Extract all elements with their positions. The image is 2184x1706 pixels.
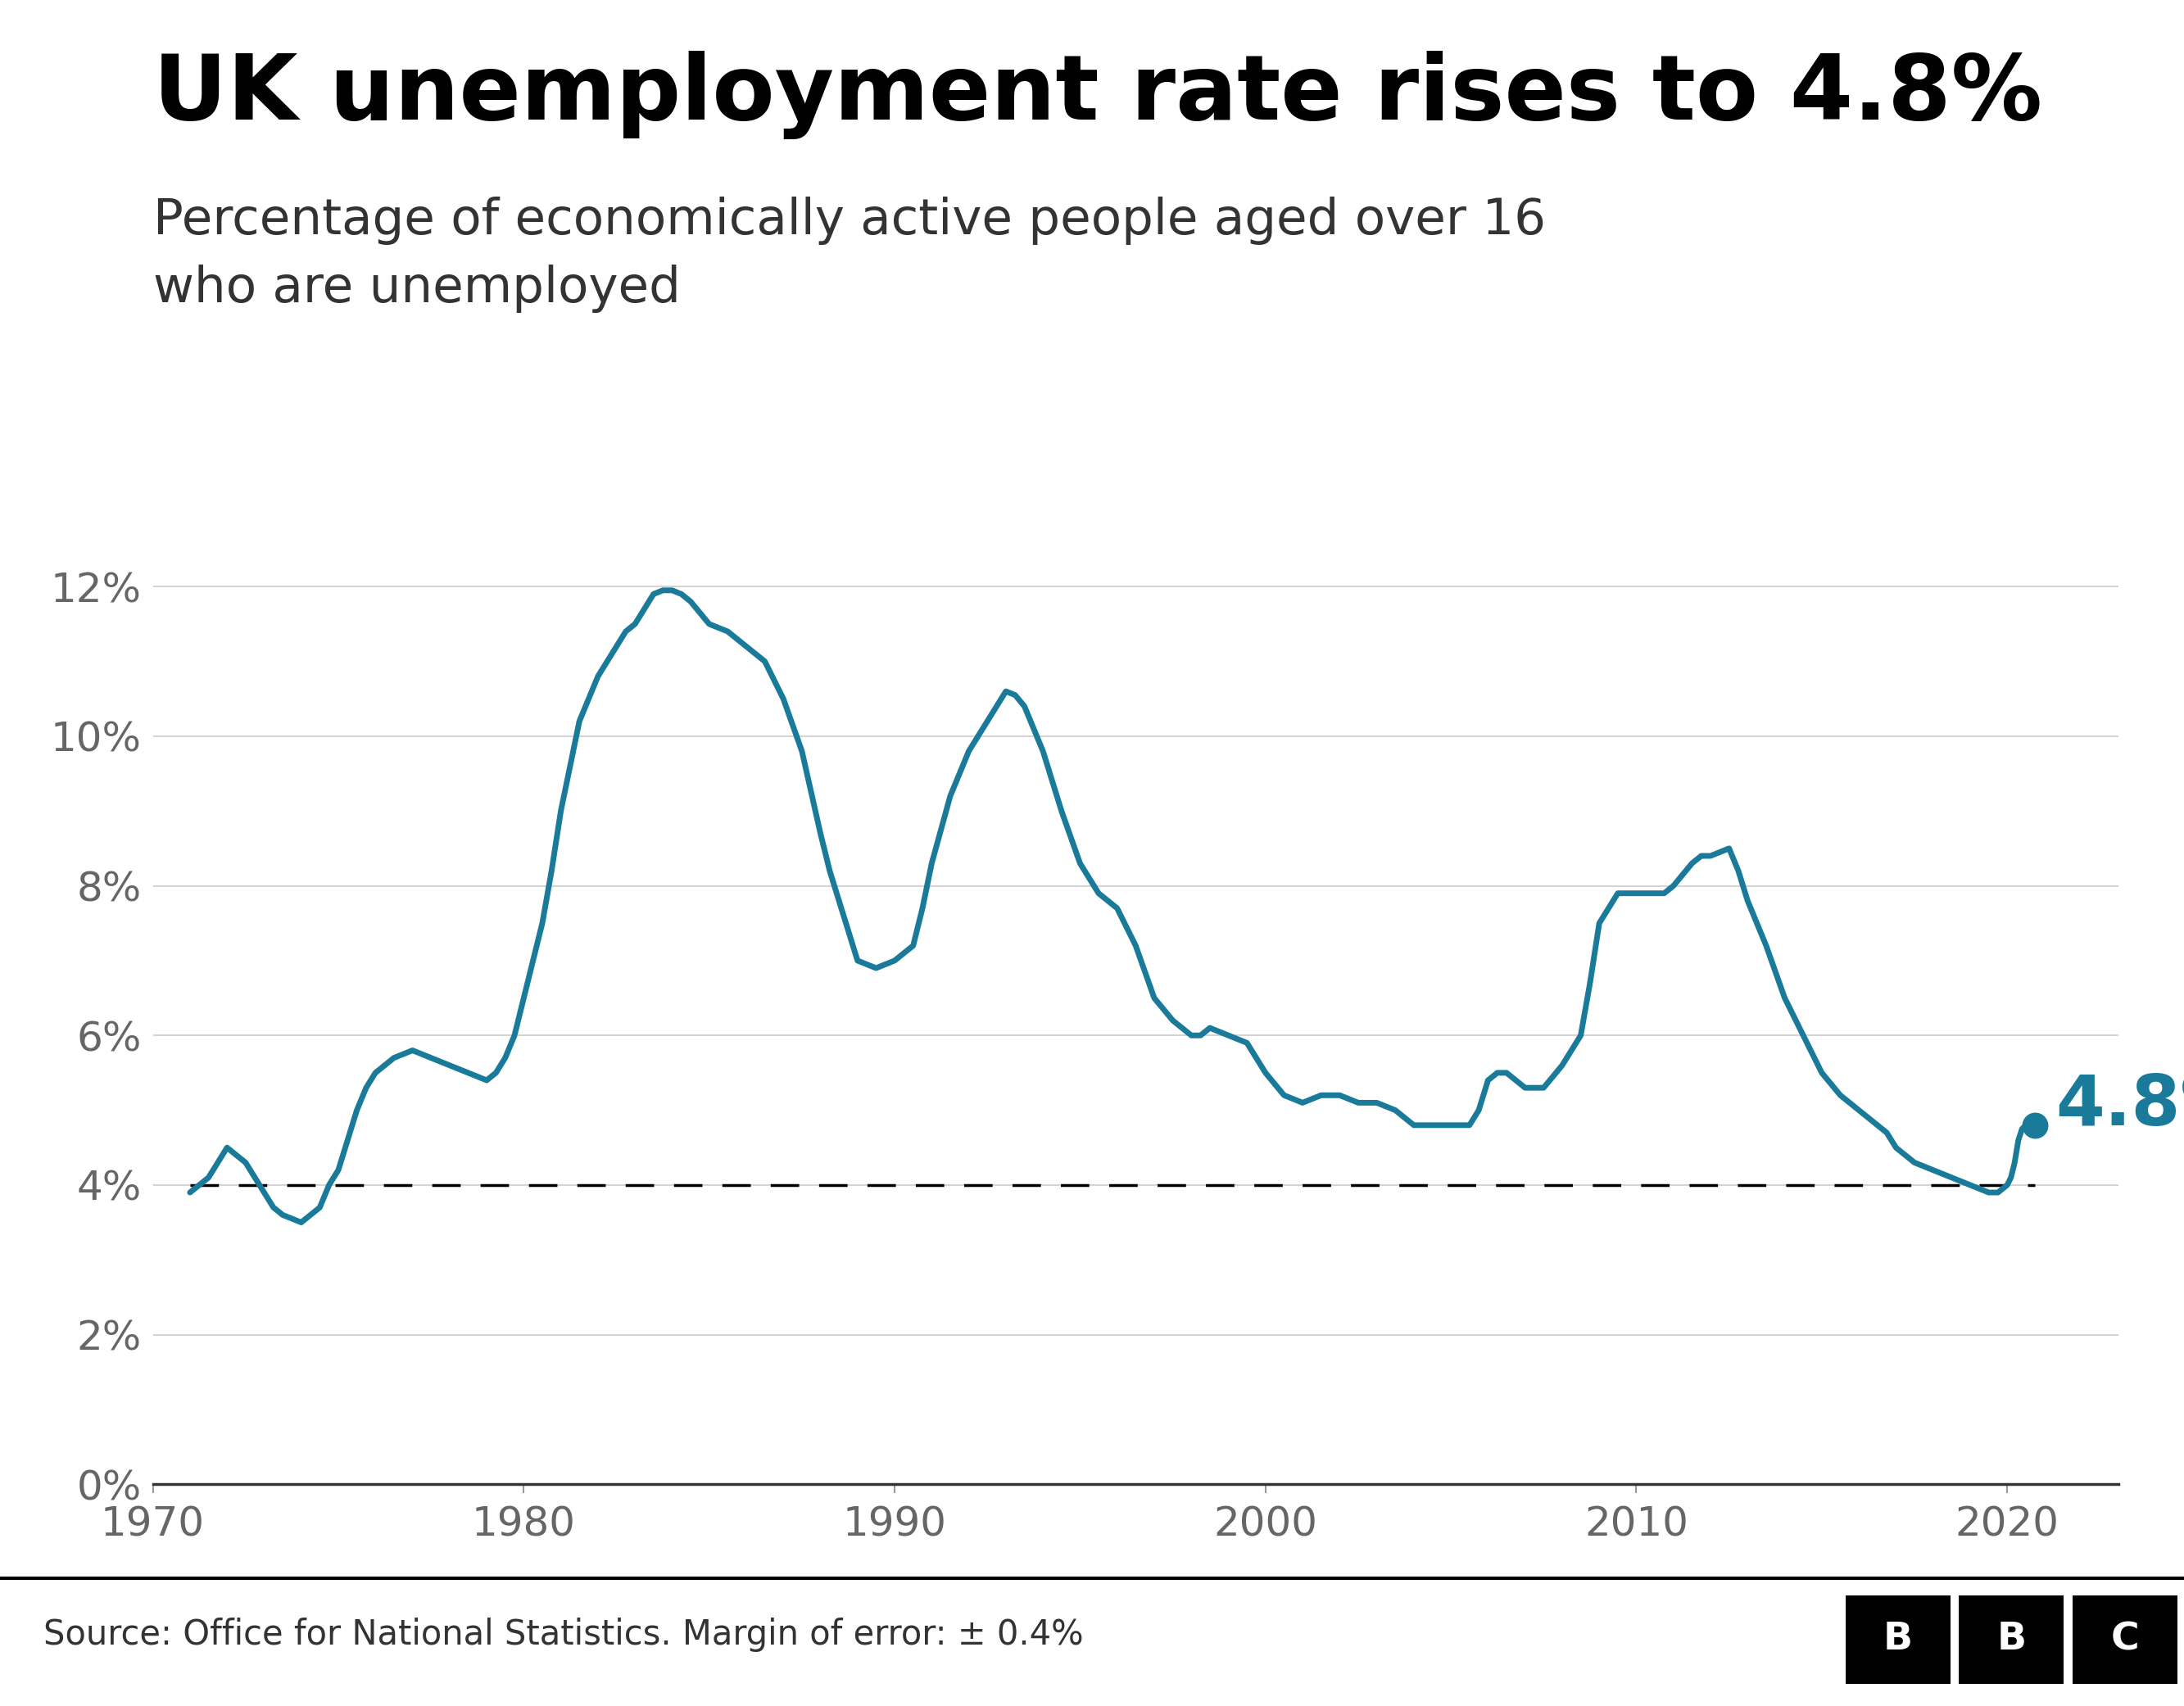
Text: Source: Office for National Statistics. Margin of error: ± 0.4%: Source: Office for National Statistics. …: [44, 1617, 1083, 1651]
Text: who are unemployed: who are unemployed: [153, 264, 681, 312]
Text: 4.8%: 4.8%: [2055, 1073, 2184, 1141]
Text: B: B: [1883, 1621, 1913, 1658]
Text: B: B: [1996, 1621, 2027, 1658]
Text: C: C: [2110, 1621, 2140, 1658]
Text: Percentage of economically active people aged over 16: Percentage of economically active people…: [153, 196, 1546, 244]
Text: UK unemployment rate rises to 4.8%: UK unemployment rate rises to 4.8%: [153, 51, 2042, 140]
